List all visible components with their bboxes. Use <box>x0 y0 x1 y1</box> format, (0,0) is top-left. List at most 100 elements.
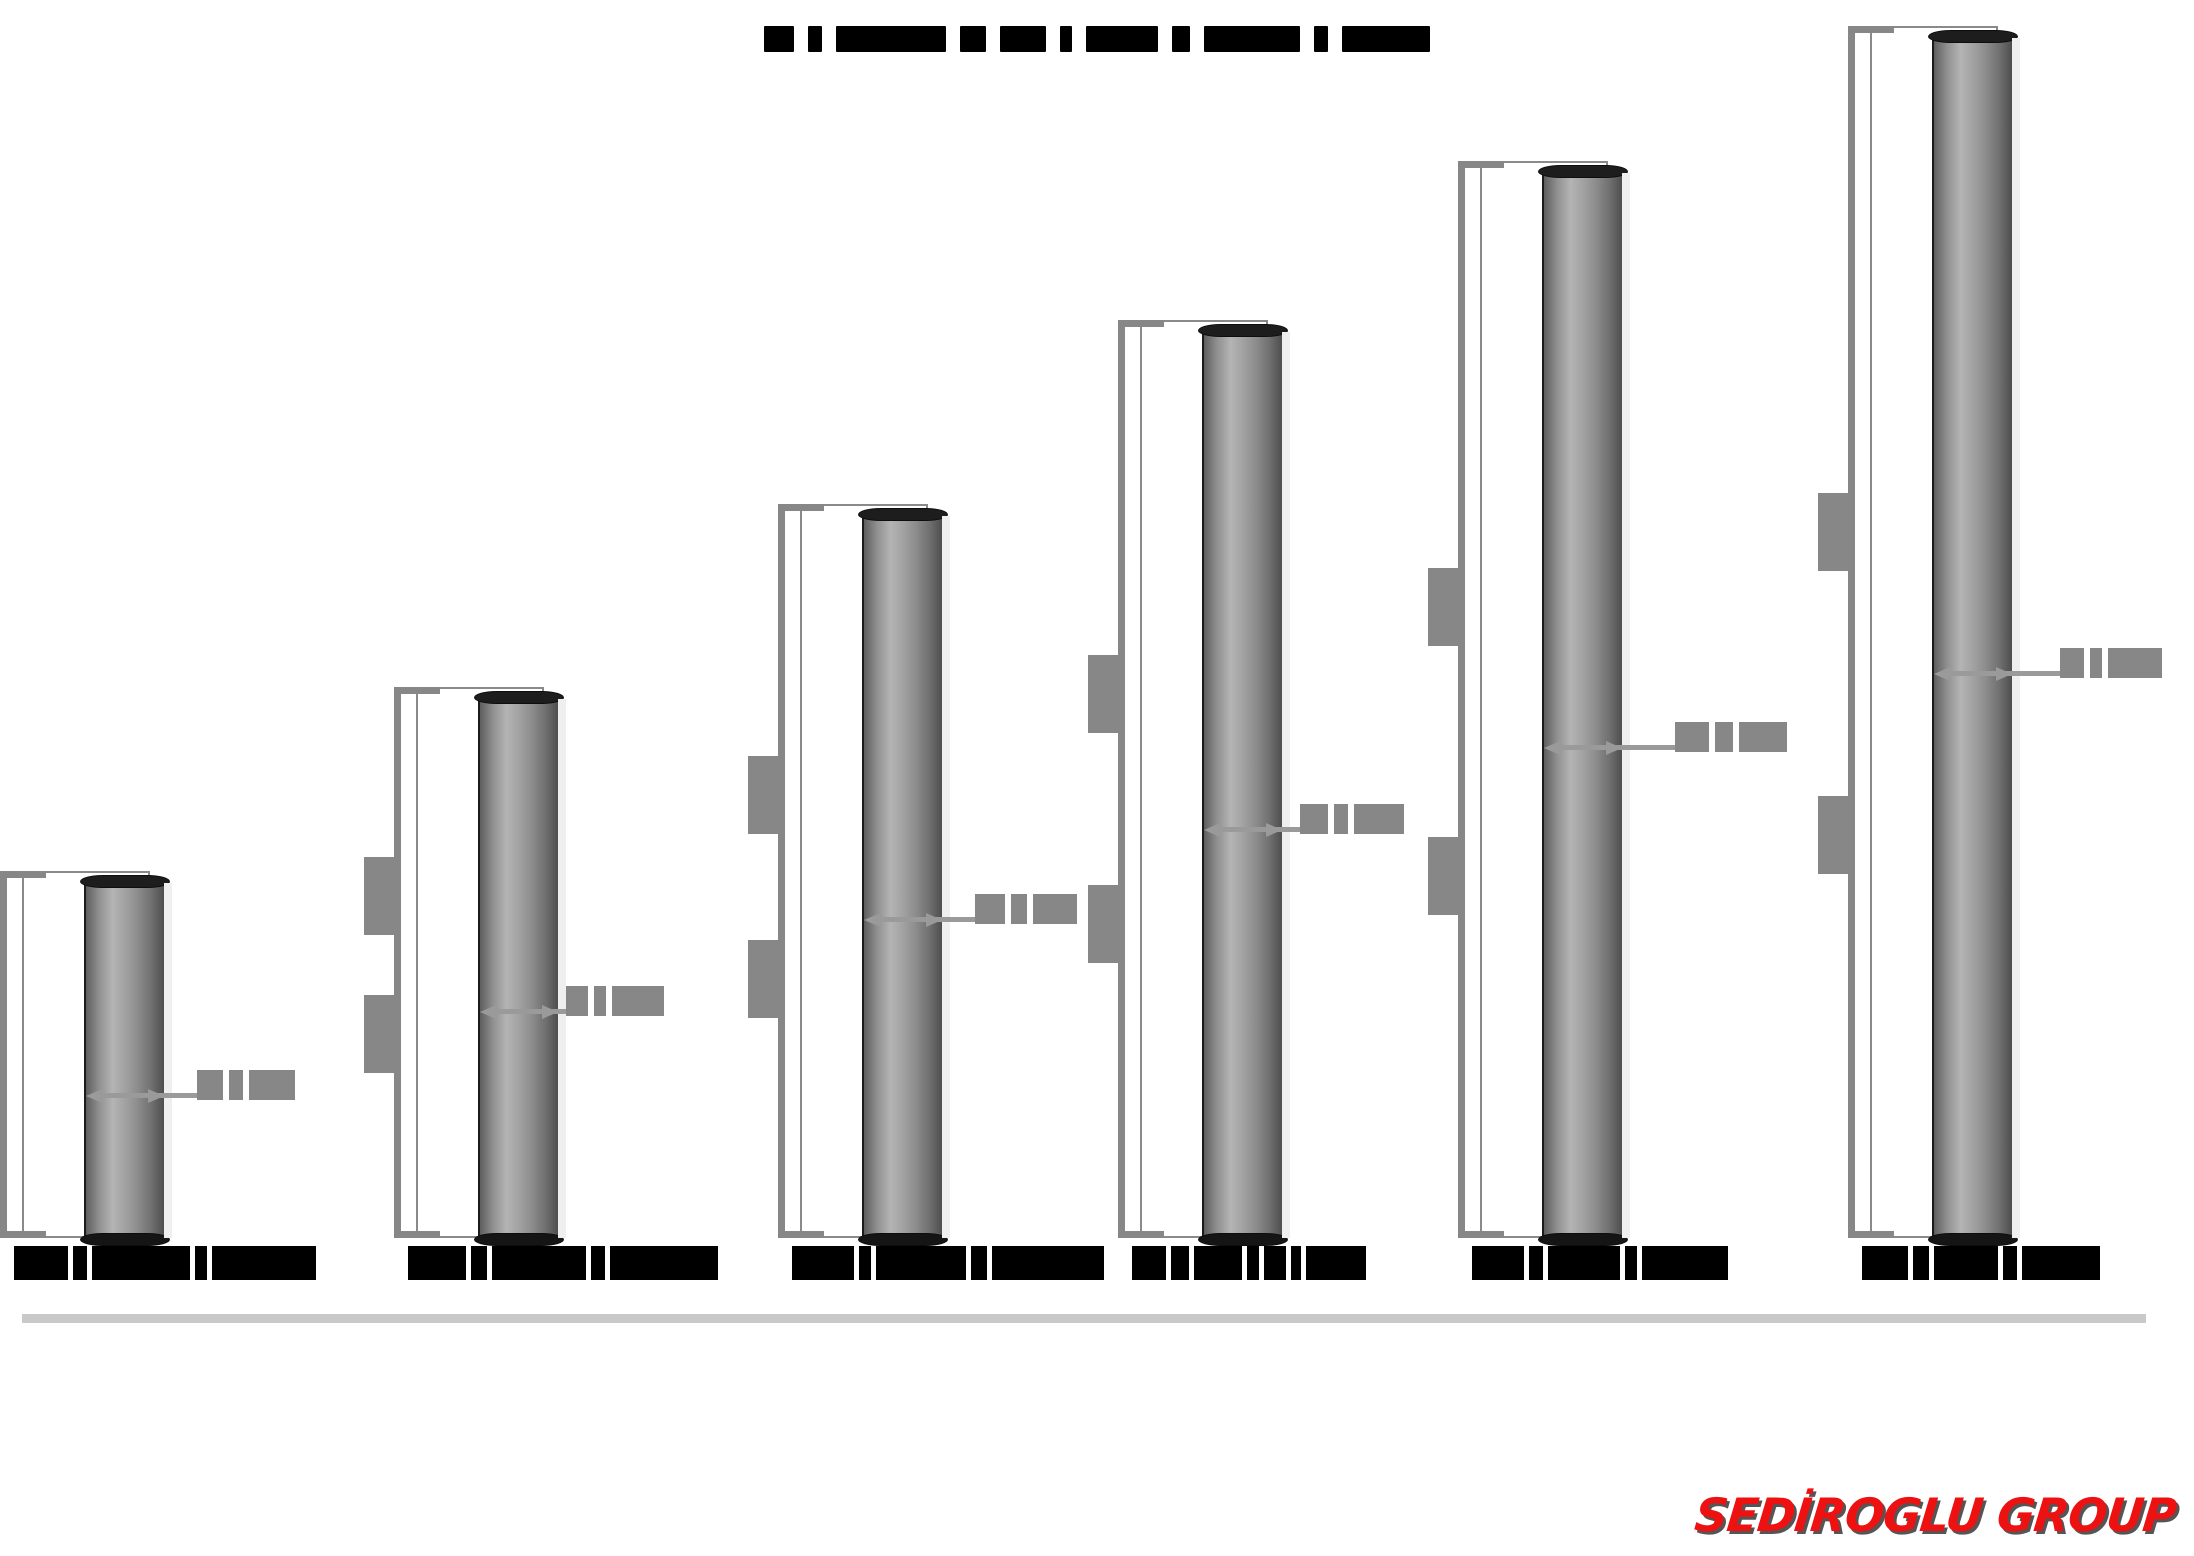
dimension-witness-line <box>1848 26 1855 1238</box>
value-callout-token-2 <box>249 1070 295 1100</box>
x-axis-label-token-4 <box>2022 1246 2100 1280</box>
leader-line <box>494 1009 566 1014</box>
x-axis-label-token-6 <box>1306 1246 1366 1280</box>
x-axis-label-token-0 <box>1862 1246 1908 1280</box>
dimension-tick-bottom <box>1458 1231 1504 1238</box>
value-callout-token-1 <box>229 1070 243 1100</box>
leader-arrow-right <box>1266 823 1282 837</box>
x-axis-label <box>1132 1246 1371 1280</box>
x-axis-label-token-4 <box>992 1246 1104 1280</box>
dimension-stub-0 <box>748 939 778 1018</box>
x-axis-label-token-3 <box>591 1246 605 1280</box>
cylinder-highlight <box>1622 173 1630 1238</box>
x-axis-label-token-3 <box>1247 1246 1259 1280</box>
dimension-tick-top <box>1118 320 1164 327</box>
x-axis-label <box>1472 1246 1733 1280</box>
dimension-tick-bottom <box>0 1231 46 1238</box>
value-callout-token-1 <box>1334 804 1348 834</box>
dimension-stub-1 <box>364 856 394 935</box>
leader-arrow-right <box>148 1089 164 1103</box>
x-axis-label-token-0 <box>1472 1246 1524 1280</box>
dimension-tick-top <box>1848 26 1894 33</box>
leader-arrow-left <box>480 1005 496 1019</box>
dimension-witness-line <box>0 871 7 1238</box>
dimension-tick-top <box>1458 161 1504 168</box>
x-axis-label-token-0 <box>408 1246 466 1280</box>
value-callout-token-2 <box>1033 894 1077 924</box>
company-logo: SEDİROGLU GROUP <box>1692 1488 2179 1542</box>
x-axis-label-token-1 <box>1913 1246 1929 1280</box>
leader-arrow-left <box>1204 823 1220 837</box>
x-axis-label-token-0 <box>14 1246 68 1280</box>
cylinder-highlight <box>2012 38 2020 1238</box>
dimension-witness-line <box>1118 320 1125 1238</box>
dimension-tick-top <box>0 871 46 878</box>
leader-arrow-right <box>1996 667 2012 681</box>
x-axis-label-token-1 <box>859 1246 871 1280</box>
dimension-tick-bottom <box>1848 1231 1894 1238</box>
dimension-stub-0 <box>1428 836 1458 915</box>
value-callout-token-1 <box>594 986 606 1016</box>
cylinder-bar[interactable] <box>858 508 950 1246</box>
leader-line <box>1218 827 1300 832</box>
value-callout <box>566 986 670 1016</box>
x-axis-label-token-1 <box>1529 1246 1543 1280</box>
x-axis-label-token-1 <box>471 1246 487 1280</box>
value-callout-token-0 <box>975 894 1005 924</box>
dimension-stub-1 <box>1088 655 1118 734</box>
x-axis-label-token-4 <box>1264 1246 1286 1280</box>
cylinder-bottom-cap <box>1928 1233 2018 1246</box>
cylinder-top-cap <box>858 508 948 521</box>
x-axis-label-token-3 <box>195 1246 207 1280</box>
value-callout <box>1300 804 1410 834</box>
dimension-stub-0 <box>1818 796 1848 875</box>
cylinder-bar[interactable] <box>1538 165 1630 1246</box>
x-axis-label-token-0 <box>1132 1246 1166 1280</box>
x-axis-label-token-3 <box>1625 1246 1637 1280</box>
value-callout <box>2060 648 2168 678</box>
value-callout-token-2 <box>612 986 664 1016</box>
dimension-stub-1 <box>748 756 778 835</box>
value-callout-token-0 <box>197 1070 223 1100</box>
value-callout-token-0 <box>566 986 588 1016</box>
leader-arrow-left <box>864 913 880 927</box>
value-callout-token-1 <box>1715 722 1733 752</box>
x-axis-label-token-2 <box>492 1246 586 1280</box>
dimension-tick-bottom <box>778 1231 824 1238</box>
value-callout-token-0 <box>1300 804 1328 834</box>
cylinder-bar[interactable] <box>1198 324 1290 1246</box>
value-callout-token-0 <box>2060 648 2084 678</box>
plot-area <box>0 26 2168 1323</box>
dimension-stub-1 <box>1818 493 1848 572</box>
cylinder-bar[interactable] <box>1928 30 2020 1246</box>
dimension-tick-bottom <box>1118 1231 1164 1238</box>
value-callout-token-2 <box>2108 648 2162 678</box>
cylinder-top-cap <box>1198 324 1288 337</box>
cylinder-highlight <box>164 883 172 1238</box>
x-axis-label <box>792 1246 1109 1280</box>
cylinder-highlight <box>942 516 950 1238</box>
x-axis-label-token-2 <box>1548 1246 1620 1280</box>
axis-baseline <box>22 1314 2146 1323</box>
x-axis-label-token-3 <box>2003 1246 2017 1280</box>
dimension-tick-top <box>394 687 440 694</box>
x-axis-label <box>1862 1246 2105 1280</box>
dimension-stub-1 <box>1428 567 1458 646</box>
cylinder-top-cap <box>1538 165 1628 178</box>
x-axis-label <box>408 1246 723 1280</box>
cylinder-top-cap <box>474 691 564 704</box>
leader-arrow-left <box>1934 667 1950 681</box>
cylinder-bar[interactable] <box>80 875 172 1246</box>
x-axis-label-token-2 <box>1934 1246 1998 1280</box>
x-axis-label-token-5 <box>1291 1246 1301 1280</box>
x-axis-label <box>14 1246 321 1280</box>
x-axis-label-token-2 <box>92 1246 190 1280</box>
cylinder-bottom-cap <box>1538 1233 1628 1246</box>
value-callout-token-2 <box>1739 722 1787 752</box>
x-axis-label-token-2 <box>1194 1246 1242 1280</box>
value-callout <box>1675 722 1793 752</box>
value-callout-token-1 <box>1011 894 1027 924</box>
value-callout-token-0 <box>1675 722 1709 752</box>
cylinder-bar[interactable] <box>474 691 566 1246</box>
